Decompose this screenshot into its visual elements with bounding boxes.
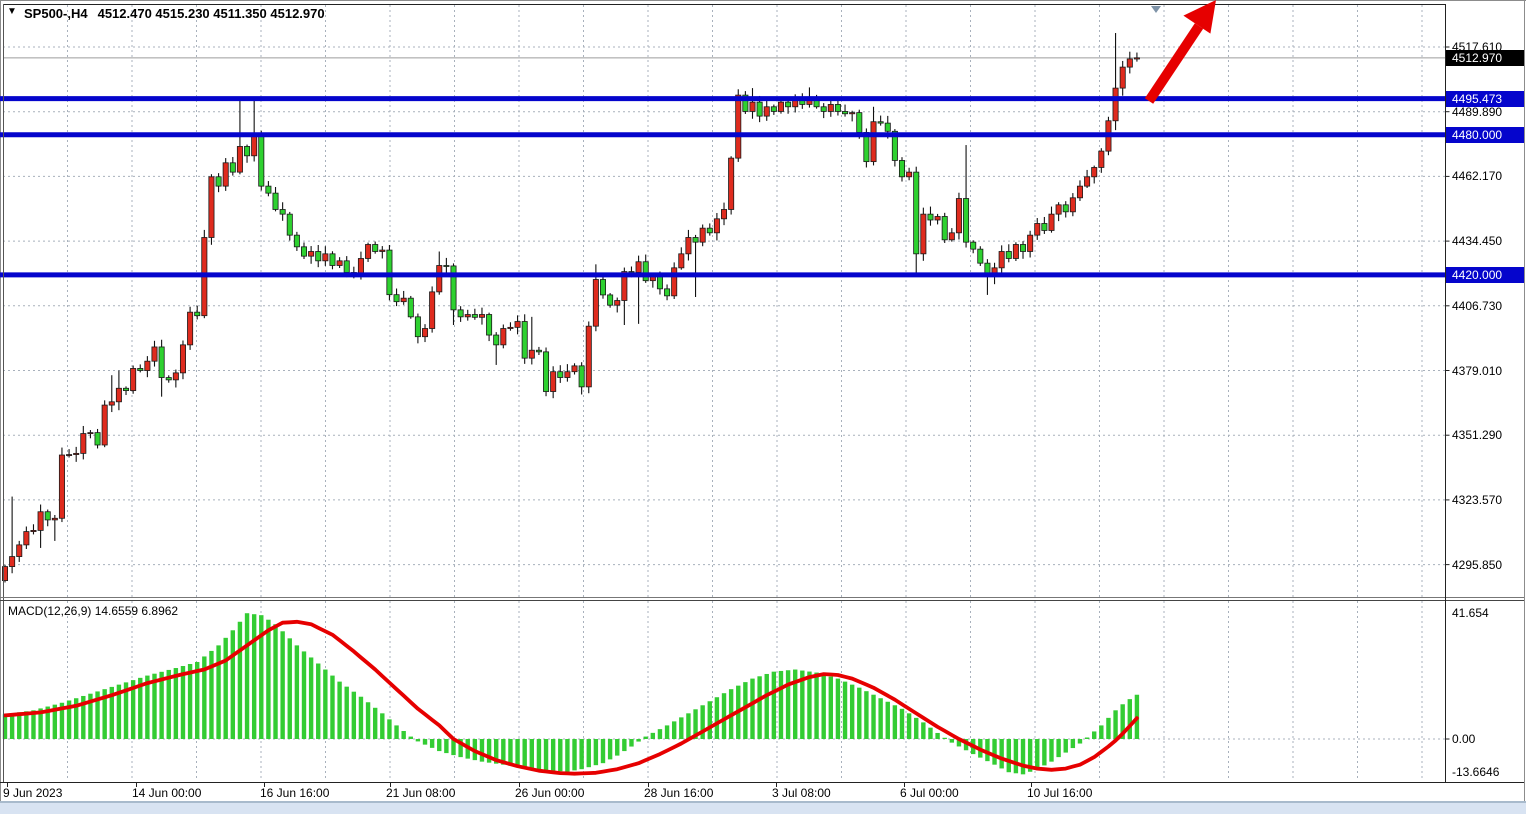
axis-ticks	[7, 46, 1450, 787]
macd-signal-line	[3, 619, 1139, 776]
price-line-badge: 4495.473	[1446, 90, 1524, 107]
time-axis-label: 26 Jun 00:00	[515, 786, 585, 800]
window-bottom-edge	[0, 802, 1526, 814]
current-price-badge: 4512.970	[1446, 49, 1524, 66]
ohlc-values-label: 4512.470 4515.230 4511.350 4512.970	[97, 6, 325, 21]
arrow-head[interactable]	[1183, 0, 1216, 34]
price-axis-label: 4434.450	[1452, 234, 1503, 249]
time-axis-label: 14 Jun 00:00	[132, 786, 202, 800]
time-axis-label: 10 Jul 16:00	[1027, 786, 1093, 800]
macd-scale-label: 0.00	[1452, 732, 1476, 746]
price-axis-label: 4379.010	[1452, 363, 1503, 378]
horizontal-line-objects[interactable]	[0, 96, 1446, 278]
chart-title: SP500-,H4 4512.470 4515.230 4511.350 4512…	[24, 6, 325, 21]
time-axis-label: 6 Jul 00:00	[900, 786, 959, 800]
time-axis-label: 3 Jul 08:00	[772, 786, 831, 800]
price-axis-label: 4323.570	[1452, 492, 1503, 507]
macd-indicator-label: MACD(12,26,9) 14.6559 6.8962	[8, 604, 179, 618]
macd-scale-label: 41.654	[1452, 606, 1489, 621]
time-axis-label: 16 Jun 16:00	[260, 786, 330, 800]
price-axis-label: 4295.850	[1452, 557, 1503, 572]
pane-borders	[0, 4, 1526, 802]
price-axis-label: 4406.730	[1452, 298, 1503, 313]
price-axis-label: 4351.290	[1452, 428, 1503, 443]
chart-shift-marker[interactable]	[1151, 6, 1161, 13]
price-line-badge: 4420.000	[1446, 266, 1524, 283]
price-axis-label: 4462.170	[1452, 169, 1503, 184]
price-line-badge: 4480.000	[1446, 126, 1524, 143]
macd-histogram	[2, 613, 1140, 775]
time-axis-label: 21 Jun 08:00	[386, 786, 456, 800]
price-axis-label: 4489.890	[1452, 104, 1503, 119]
time-axis-label: 28 Jun 16:00	[644, 786, 714, 800]
macd-scale-label: -13.6646	[1452, 765, 1500, 779]
time-axis-label: 9 Jun 2023	[3, 786, 63, 800]
symbol-dropdown-icon[interactable]: ▼	[7, 6, 17, 17]
symbol-period-label: SP500-,H4	[24, 6, 88, 21]
arrow-object[interactable]	[1144, 0, 1216, 104]
